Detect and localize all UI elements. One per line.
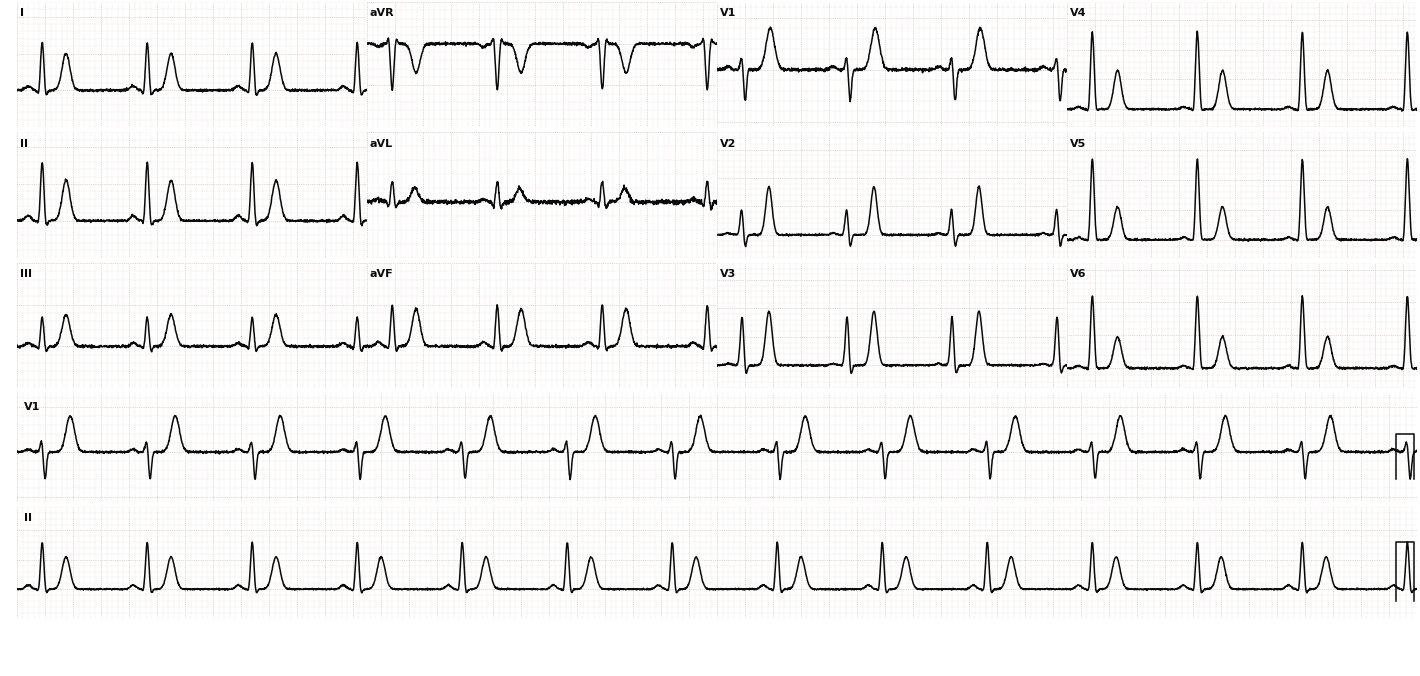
Text: V4: V4 (1069, 8, 1086, 18)
Text: V5: V5 (1069, 139, 1086, 149)
Text: II: II (20, 139, 28, 149)
Text: I: I (20, 8, 24, 18)
Text: aVF: aVF (369, 269, 393, 279)
Text: V6: V6 (1069, 269, 1086, 279)
Text: V3: V3 (720, 269, 736, 279)
Text: II: II (24, 513, 33, 523)
Text: aVR: aVR (369, 8, 395, 18)
Text: V1: V1 (24, 402, 40, 412)
Text: III: III (20, 269, 31, 279)
Text: V1: V1 (720, 8, 737, 18)
Text: V2: V2 (720, 139, 737, 149)
Text: aVL: aVL (369, 139, 393, 149)
